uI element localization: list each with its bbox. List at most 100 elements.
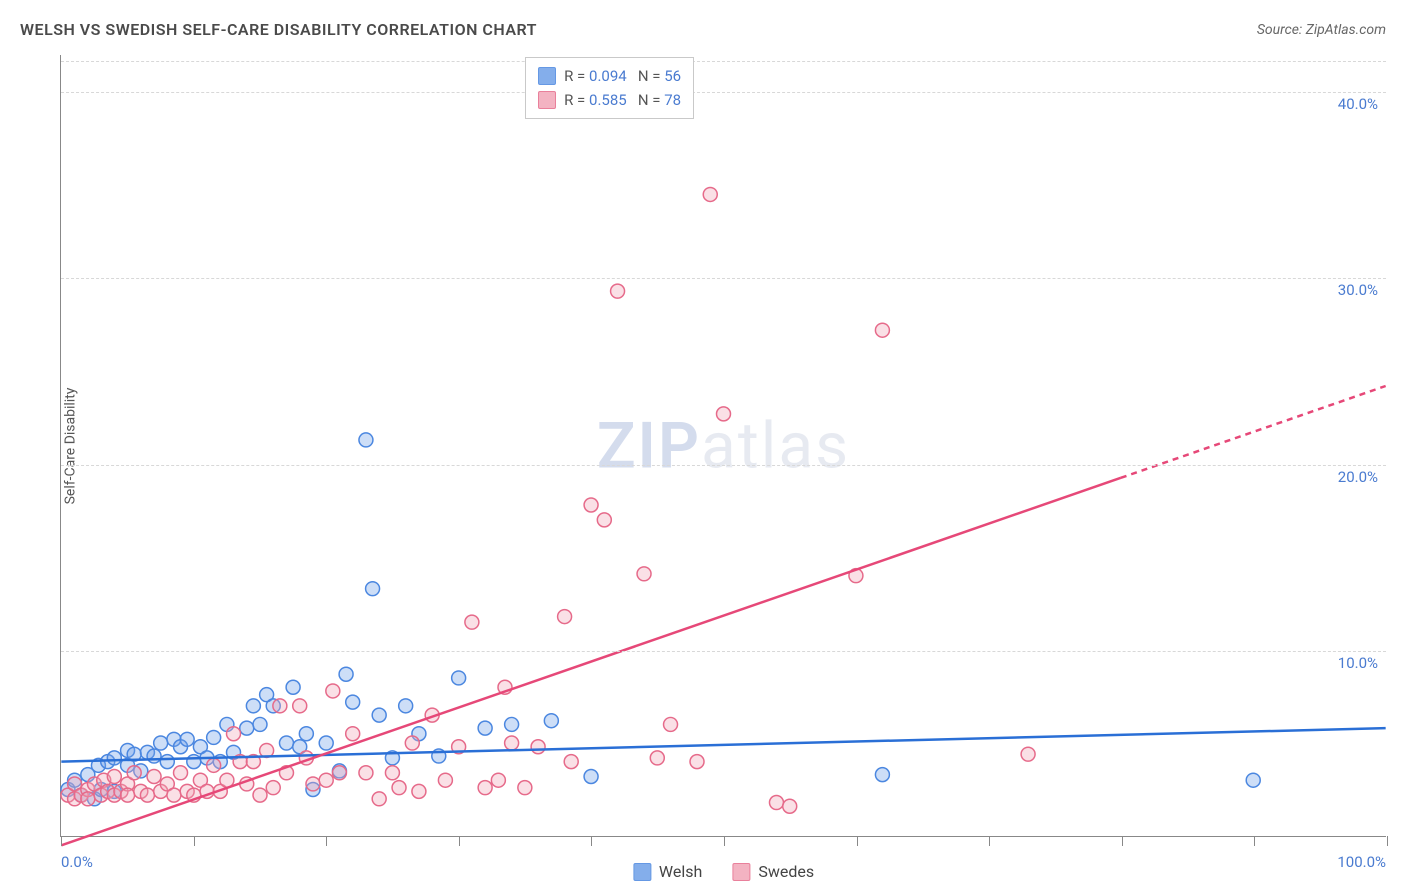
x-tick: [61, 836, 62, 846]
gridline: [61, 92, 1386, 93]
data-point: [207, 758, 221, 772]
data-point: [107, 751, 121, 765]
data-point: [346, 727, 360, 741]
data-point: [121, 788, 135, 802]
series-legend: Welsh Swedes: [633, 862, 814, 881]
data-point: [253, 717, 267, 731]
data-point: [187, 755, 201, 769]
data-point: [332, 766, 346, 780]
data-point: [174, 766, 188, 780]
x-tick: [857, 836, 858, 846]
data-point: [273, 699, 287, 713]
data-point: [478, 781, 492, 795]
x-tick: [989, 836, 990, 846]
legend-label: Welsh: [659, 862, 702, 881]
data-point: [127, 766, 141, 780]
legend-swatch: [538, 91, 556, 109]
trend-line: [61, 728, 1385, 761]
source-attribution: Source: ZipAtlas.com: [1257, 22, 1386, 38]
data-point: [392, 781, 406, 795]
data-point: [180, 732, 194, 746]
legend-swatch: [538, 67, 556, 85]
data-point: [246, 699, 260, 713]
data-point: [518, 781, 532, 795]
data-point: [227, 727, 241, 741]
y-tick-label: 40.0%: [1338, 95, 1378, 113]
data-point: [319, 736, 333, 750]
data-point: [491, 773, 505, 787]
y-tick-label: 30.0%: [1338, 281, 1378, 299]
y-tick-label: 20.0%: [1338, 468, 1378, 486]
data-point: [279, 736, 293, 750]
data-point: [564, 755, 578, 769]
gridline: [61, 651, 1386, 652]
x-tick: [591, 836, 592, 846]
data-point: [372, 792, 386, 806]
data-point: [286, 680, 300, 694]
data-point: [266, 781, 280, 795]
data-point: [339, 667, 353, 681]
data-point: [366, 582, 380, 596]
data-point: [875, 768, 889, 782]
data-point: [690, 755, 704, 769]
data-point: [412, 784, 426, 798]
data-point: [478, 721, 492, 735]
data-point: [147, 749, 161, 763]
legend-swatch: [732, 863, 750, 881]
x-tick: [326, 836, 327, 846]
data-point: [160, 755, 174, 769]
data-point: [326, 684, 340, 698]
x-tick: [1387, 836, 1388, 846]
data-point: [293, 699, 307, 713]
data-point: [359, 766, 373, 780]
data-point: [306, 777, 320, 791]
gridline: [61, 278, 1386, 279]
data-point: [611, 284, 625, 298]
data-point: [1246, 773, 1260, 787]
legend-stats: R = 0.585 N = 78: [564, 88, 681, 112]
gridline: [61, 61, 1386, 62]
data-point: [207, 730, 221, 744]
x-tick: [724, 836, 725, 846]
data-point: [875, 323, 889, 337]
data-point: [438, 773, 452, 787]
data-point: [637, 567, 651, 581]
data-point: [769, 796, 783, 810]
data-point: [81, 792, 95, 806]
x-max-label: 100.0%: [1337, 853, 1386, 871]
legend-stats: R = 0.094 N = 56: [564, 64, 681, 88]
data-point: [558, 610, 572, 624]
legend-row: R = 0.094 N = 56: [538, 64, 681, 88]
data-point: [372, 708, 386, 722]
data-point: [385, 766, 399, 780]
legend-swatch: [633, 863, 651, 881]
x-tick: [1254, 836, 1255, 846]
scatter-plot-svg: [61, 55, 1386, 836]
data-point: [253, 788, 267, 802]
legend-label: Swedes: [758, 862, 814, 881]
data-point: [465, 615, 479, 629]
x-min-label: 0.0%: [61, 853, 93, 871]
data-point: [319, 773, 333, 787]
data-point: [505, 717, 519, 731]
data-point: [346, 695, 360, 709]
trend-line: [61, 478, 1120, 845]
x-tick: [194, 836, 195, 846]
legend-row: R = 0.585 N = 78: [538, 88, 681, 112]
data-point: [167, 788, 181, 802]
x-tick: [1122, 836, 1123, 846]
data-point: [597, 513, 611, 527]
data-point: [452, 671, 466, 685]
data-point: [703, 187, 717, 201]
data-point: [505, 736, 519, 750]
data-point: [359, 433, 373, 447]
data-point: [147, 770, 161, 784]
data-point: [584, 498, 598, 512]
data-point: [140, 788, 154, 802]
correlation-legend: R = 0.094 N = 56R = 0.585 N = 78: [525, 57, 694, 119]
data-point: [650, 751, 664, 765]
legend-item: Swedes: [732, 862, 814, 881]
x-tick: [459, 836, 460, 846]
data-point: [584, 770, 598, 784]
gridline: [61, 465, 1386, 466]
